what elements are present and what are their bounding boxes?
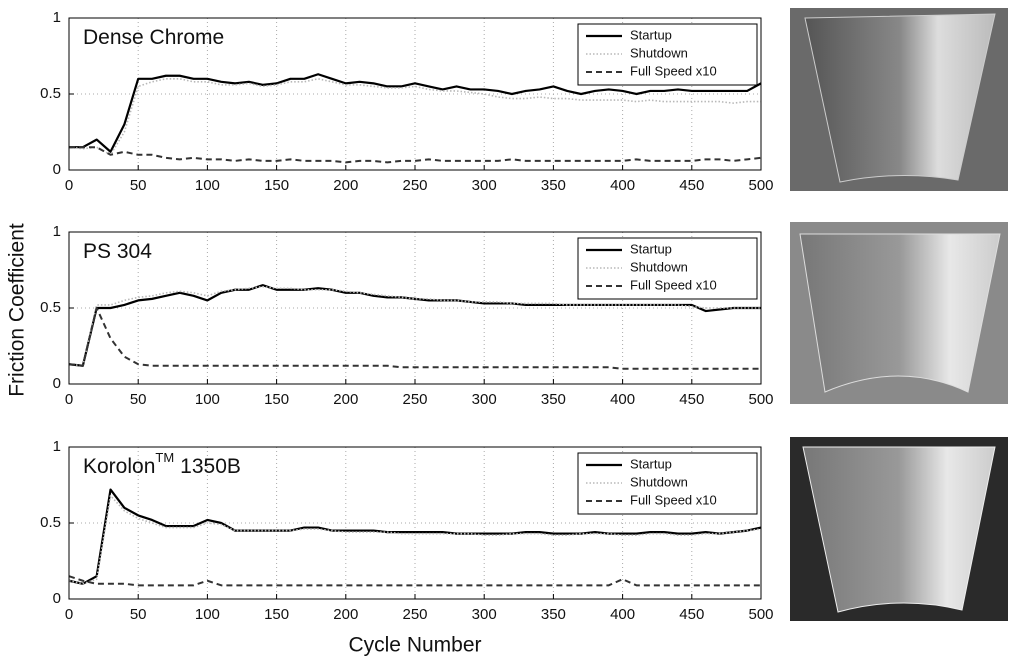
x-tick-label: 350 (541, 391, 566, 408)
x-tick-label: 400 (610, 606, 635, 623)
x-tick-label: 300 (472, 391, 497, 408)
plot-frame (68, 446, 762, 600)
x-tick-label: 200 (333, 606, 358, 623)
series-line (68, 285, 761, 367)
photo-sample (799, 233, 1001, 393)
legend-label: Shutdown (630, 259, 688, 274)
x-tick-label: 50 (130, 177, 147, 194)
legend: Startup Shutdown Full Speed x10 (577, 452, 758, 515)
series-line (68, 575, 761, 587)
x-tick-label: 500 (748, 391, 773, 408)
y-tick-label: 1 (53, 223, 61, 240)
legend-label: Shutdown (630, 45, 688, 60)
series-line (69, 73, 762, 153)
y-tick-label: 0 (53, 161, 61, 178)
y-axis-label: Friction Coefficient (6, 223, 29, 397)
x-tick-label: 150 (264, 391, 289, 408)
title-text: Korolon (83, 455, 155, 478)
legend-label: Full Speed x10 (630, 492, 717, 507)
y-tick-label: 1 (53, 9, 61, 26)
x-tick-label: 0 (65, 391, 73, 408)
x-tick-label: 500 (748, 177, 773, 194)
title-suffix: 1350B (180, 455, 241, 478)
legend: Startup Shutdown Full Speed x10 (577, 23, 758, 86)
x-axis-label: Cycle Number (348, 634, 481, 657)
legend-label: Shutdown (630, 474, 688, 489)
x-tick-label: 150 (264, 177, 289, 194)
series-line (69, 146, 762, 164)
x-tick-label: 400 (610, 391, 635, 408)
panel: 0 50 100 150 200 250 300 350 400 450 500 0 0.5 1 PS 30… (40, 223, 773, 408)
series-line (68, 78, 761, 156)
legend-label: Startup (630, 241, 672, 256)
x-tick-label: 0 (65, 606, 73, 623)
photo-sample (804, 13, 996, 183)
x-tick-label: 300 (472, 606, 497, 623)
photo-sample (802, 446, 996, 613)
series-line (68, 284, 761, 367)
x-tick-label: 0 (65, 177, 73, 194)
x-tick-label: 250 (402, 391, 427, 408)
title-text: PS 304 (83, 240, 152, 263)
y-tick-label: 0.5 (40, 514, 61, 531)
series-line (68, 307, 761, 370)
legend: Startup Shutdown Full Speed x10 (577, 237, 758, 300)
title-text: Dense Chrome (83, 26, 224, 49)
y-tick-label: 0 (53, 375, 61, 392)
x-tick-label: 450 (679, 177, 704, 194)
x-tick-label: 150 (264, 606, 289, 623)
x-tick-label: 500 (748, 606, 773, 623)
panel-title: KorolonTM 1350B (83, 450, 241, 477)
x-tick-label: 350 (541, 177, 566, 194)
series-line (68, 488, 762, 585)
x-tick-label: 100 (195, 391, 220, 408)
series-line (68, 494, 762, 585)
y-tick-label: 0.5 (40, 299, 61, 316)
panel-title: PS 304 (83, 240, 152, 263)
photos (790, 8, 1008, 621)
legend-label: Startup (630, 456, 672, 471)
legend-label: Startup (630, 27, 672, 42)
legend-label: Full Speed x10 (630, 277, 717, 292)
plot-frame (68, 231, 762, 385)
y-tick-label: 1 (53, 438, 61, 455)
y-tick-label: 0 (53, 590, 61, 607)
x-tick-label: 450 (679, 606, 704, 623)
x-tick-label: 100 (195, 606, 220, 623)
x-tick-label: 200 (333, 177, 358, 194)
panel: 0 50 100 150 200 250 300 350 400 450 500 0 0.5 1 Dense… (40, 9, 773, 194)
x-tick-label: 250 (402, 177, 427, 194)
x-tick-label: 450 (679, 391, 704, 408)
legend-label: Full Speed x10 (630, 63, 717, 78)
x-tick-label: 200 (333, 391, 358, 408)
x-tick-label: 350 (541, 606, 566, 623)
panel-title: Dense Chrome (83, 26, 224, 49)
x-tick-label: 50 (130, 606, 147, 623)
x-tick-label: 250 (402, 606, 427, 623)
x-tick-label: 100 (195, 177, 220, 194)
x-tick-label: 300 (472, 177, 497, 194)
x-tick-label: 400 (610, 177, 635, 194)
title-superscript: TM (155, 450, 174, 465)
plot-frame (68, 17, 762, 171)
panel: 0 50 100 150 200 250 300 350 400 450 500 0 0.5 1 Korol… (40, 438, 773, 623)
x-tick-label: 50 (130, 391, 147, 408)
y-tick-label: 0.5 (40, 85, 61, 102)
